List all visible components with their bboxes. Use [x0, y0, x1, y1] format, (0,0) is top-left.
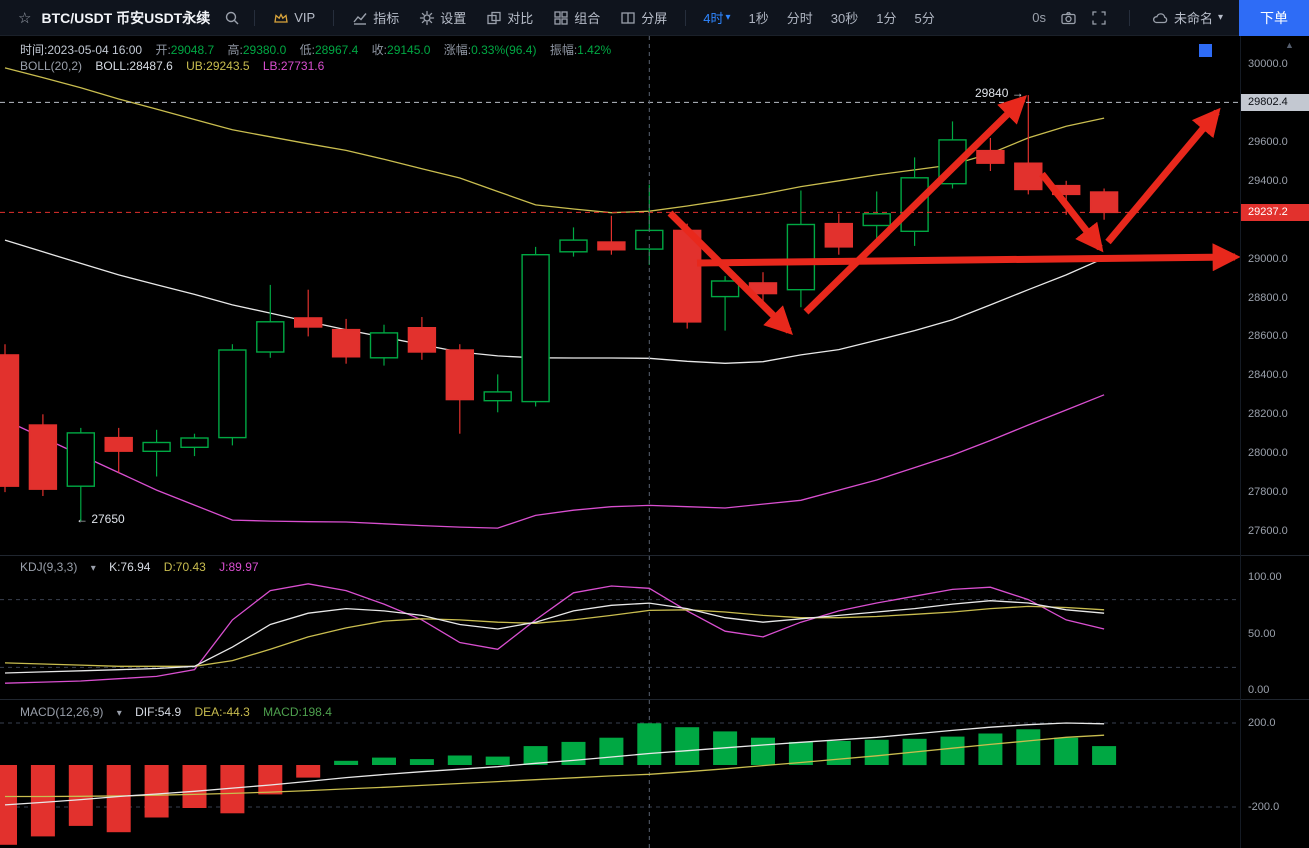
- vip-button[interactable]: VIP: [273, 10, 315, 26]
- last-price-badge: 29237.2: [1241, 204, 1309, 222]
- settings-button[interactable]: 设置: [419, 8, 466, 27]
- divider: [254, 9, 256, 26]
- panel-separator: [0, 699, 1309, 700]
- timeframe-timeline[interactable]: 分时: [786, 11, 813, 26]
- macd-indicator-name[interactable]: MACD(12,26,9): [20, 705, 104, 719]
- boll-indicator-name[interactable]: BOLL(20,2): [20, 59, 83, 73]
- settings-label: 设置: [440, 11, 467, 26]
- kdj-tick-label: 50.00: [1248, 627, 1276, 640]
- price-tick-label: 29600.0: [1248, 135, 1288, 148]
- vip-label: VIP: [294, 10, 316, 25]
- indicator-chart-icon: [352, 10, 368, 26]
- layout-template-button[interactable]: 未命名 ▾: [1152, 8, 1223, 27]
- macd-tick-label: -200.0: [1248, 801, 1280, 813]
- timeframe-1s[interactable]: 1秒: [748, 11, 769, 26]
- timeframe-30s[interactable]: 30秒: [830, 11, 859, 26]
- high-price-annotation: 29840 →: [975, 86, 1024, 100]
- timeframe-5m[interactable]: 5分: [914, 11, 935, 26]
- top-toolbar: ☆ BTC/USDT 币安USDT永续 VIP 指标: [0, 0, 1309, 36]
- timeframe-1m[interactable]: 1分: [876, 11, 897, 26]
- favorite-star-icon[interactable]: ☆: [18, 9, 32, 27]
- fullscreen-icon[interactable]: [1091, 10, 1107, 26]
- toolbar-right: 0s 未命名 ▾: [1032, 8, 1309, 27]
- place-order-button[interactable]: 下单: [1239, 0, 1309, 36]
- compare-icon: [486, 10, 502, 26]
- indicators-button[interactable]: 指标: [352, 8, 399, 27]
- chevron-down-icon: ▾: [1217, 11, 1223, 23]
- price-tick-label: 28600.0: [1248, 330, 1288, 343]
- candle-countdown: 0s: [1032, 10, 1046, 25]
- layout-template-label: 未命名: [1173, 11, 1213, 26]
- combine-button[interactable]: 组合: [553, 8, 600, 27]
- divider: [685, 9, 687, 26]
- kdj-tick-label: 100.00: [1248, 571, 1282, 583]
- timeframe-selected-label: 4时: [703, 11, 724, 26]
- panel-separator: [0, 555, 1309, 556]
- price-tick-label: 28800.0: [1248, 291, 1288, 304]
- cloud-icon: [1152, 10, 1169, 26]
- price-tick-label: 27600.0: [1248, 525, 1288, 537]
- price-tick-label: 30000.0: [1248, 58, 1288, 70]
- combine-grid-icon: [553, 10, 569, 26]
- chevron-down-icon[interactable]: ▾: [90, 563, 96, 574]
- split-screen-button[interactable]: 分屏: [620, 8, 667, 27]
- toolbar-left: ☆ BTC/USDT 币安USDT永续 VIP 指标: [0, 8, 1032, 28]
- indicators-label: 指标: [373, 11, 400, 26]
- price-tick-label: 28200.0: [1248, 408, 1288, 421]
- low-price-annotation: ← 27650: [76, 512, 125, 526]
- axis-scroll-top-icon[interactable]: ▲: [1285, 40, 1294, 50]
- kdj-tick-label: 0.00: [1248, 684, 1270, 696]
- compare-button[interactable]: 对比: [486, 8, 533, 27]
- split-screen-icon: [620, 10, 636, 26]
- kdj-indicator-name[interactable]: KDJ(9,3,3): [20, 560, 78, 574]
- macd-tick-label: 200.0: [1248, 717, 1276, 729]
- price-tick-label: 29000.0: [1248, 252, 1288, 265]
- alert-price-badge[interactable]: 29802.4: [1241, 94, 1309, 112]
- chevron-down-icon[interactable]: ▾: [116, 708, 122, 719]
- divider: [1128, 9, 1130, 26]
- price-axis[interactable]: ▲ 30000.0 29600.0 29400.0 29000.0 28800.0 286…: [1240, 0, 1309, 848]
- timeframe-selected[interactable]: 4时 ▾: [703, 8, 730, 27]
- split-screen-label: 分屏: [641, 11, 668, 26]
- chevron-down-icon: ▾: [725, 11, 731, 23]
- price-tick-label: 28400.0: [1248, 369, 1288, 382]
- compare-label: 对比: [507, 11, 534, 26]
- search-icon[interactable]: [224, 10, 240, 26]
- crown-icon: [273, 10, 289, 26]
- price-tick-label: 28000.0: [1248, 447, 1288, 460]
- price-tick-label: 29400.0: [1248, 174, 1288, 187]
- price-tick-label: 27800.0: [1248, 486, 1288, 499]
- scroll-to-latest-button[interactable]: [1199, 44, 1212, 57]
- symbol-title[interactable]: BTC/USDT 币安USDT永续: [41, 9, 211, 26]
- gear-icon: [419, 10, 435, 26]
- combine-label: 组合: [574, 11, 601, 26]
- screenshot-camera-icon[interactable]: [1060, 10, 1077, 26]
- divider: [333, 9, 335, 26]
